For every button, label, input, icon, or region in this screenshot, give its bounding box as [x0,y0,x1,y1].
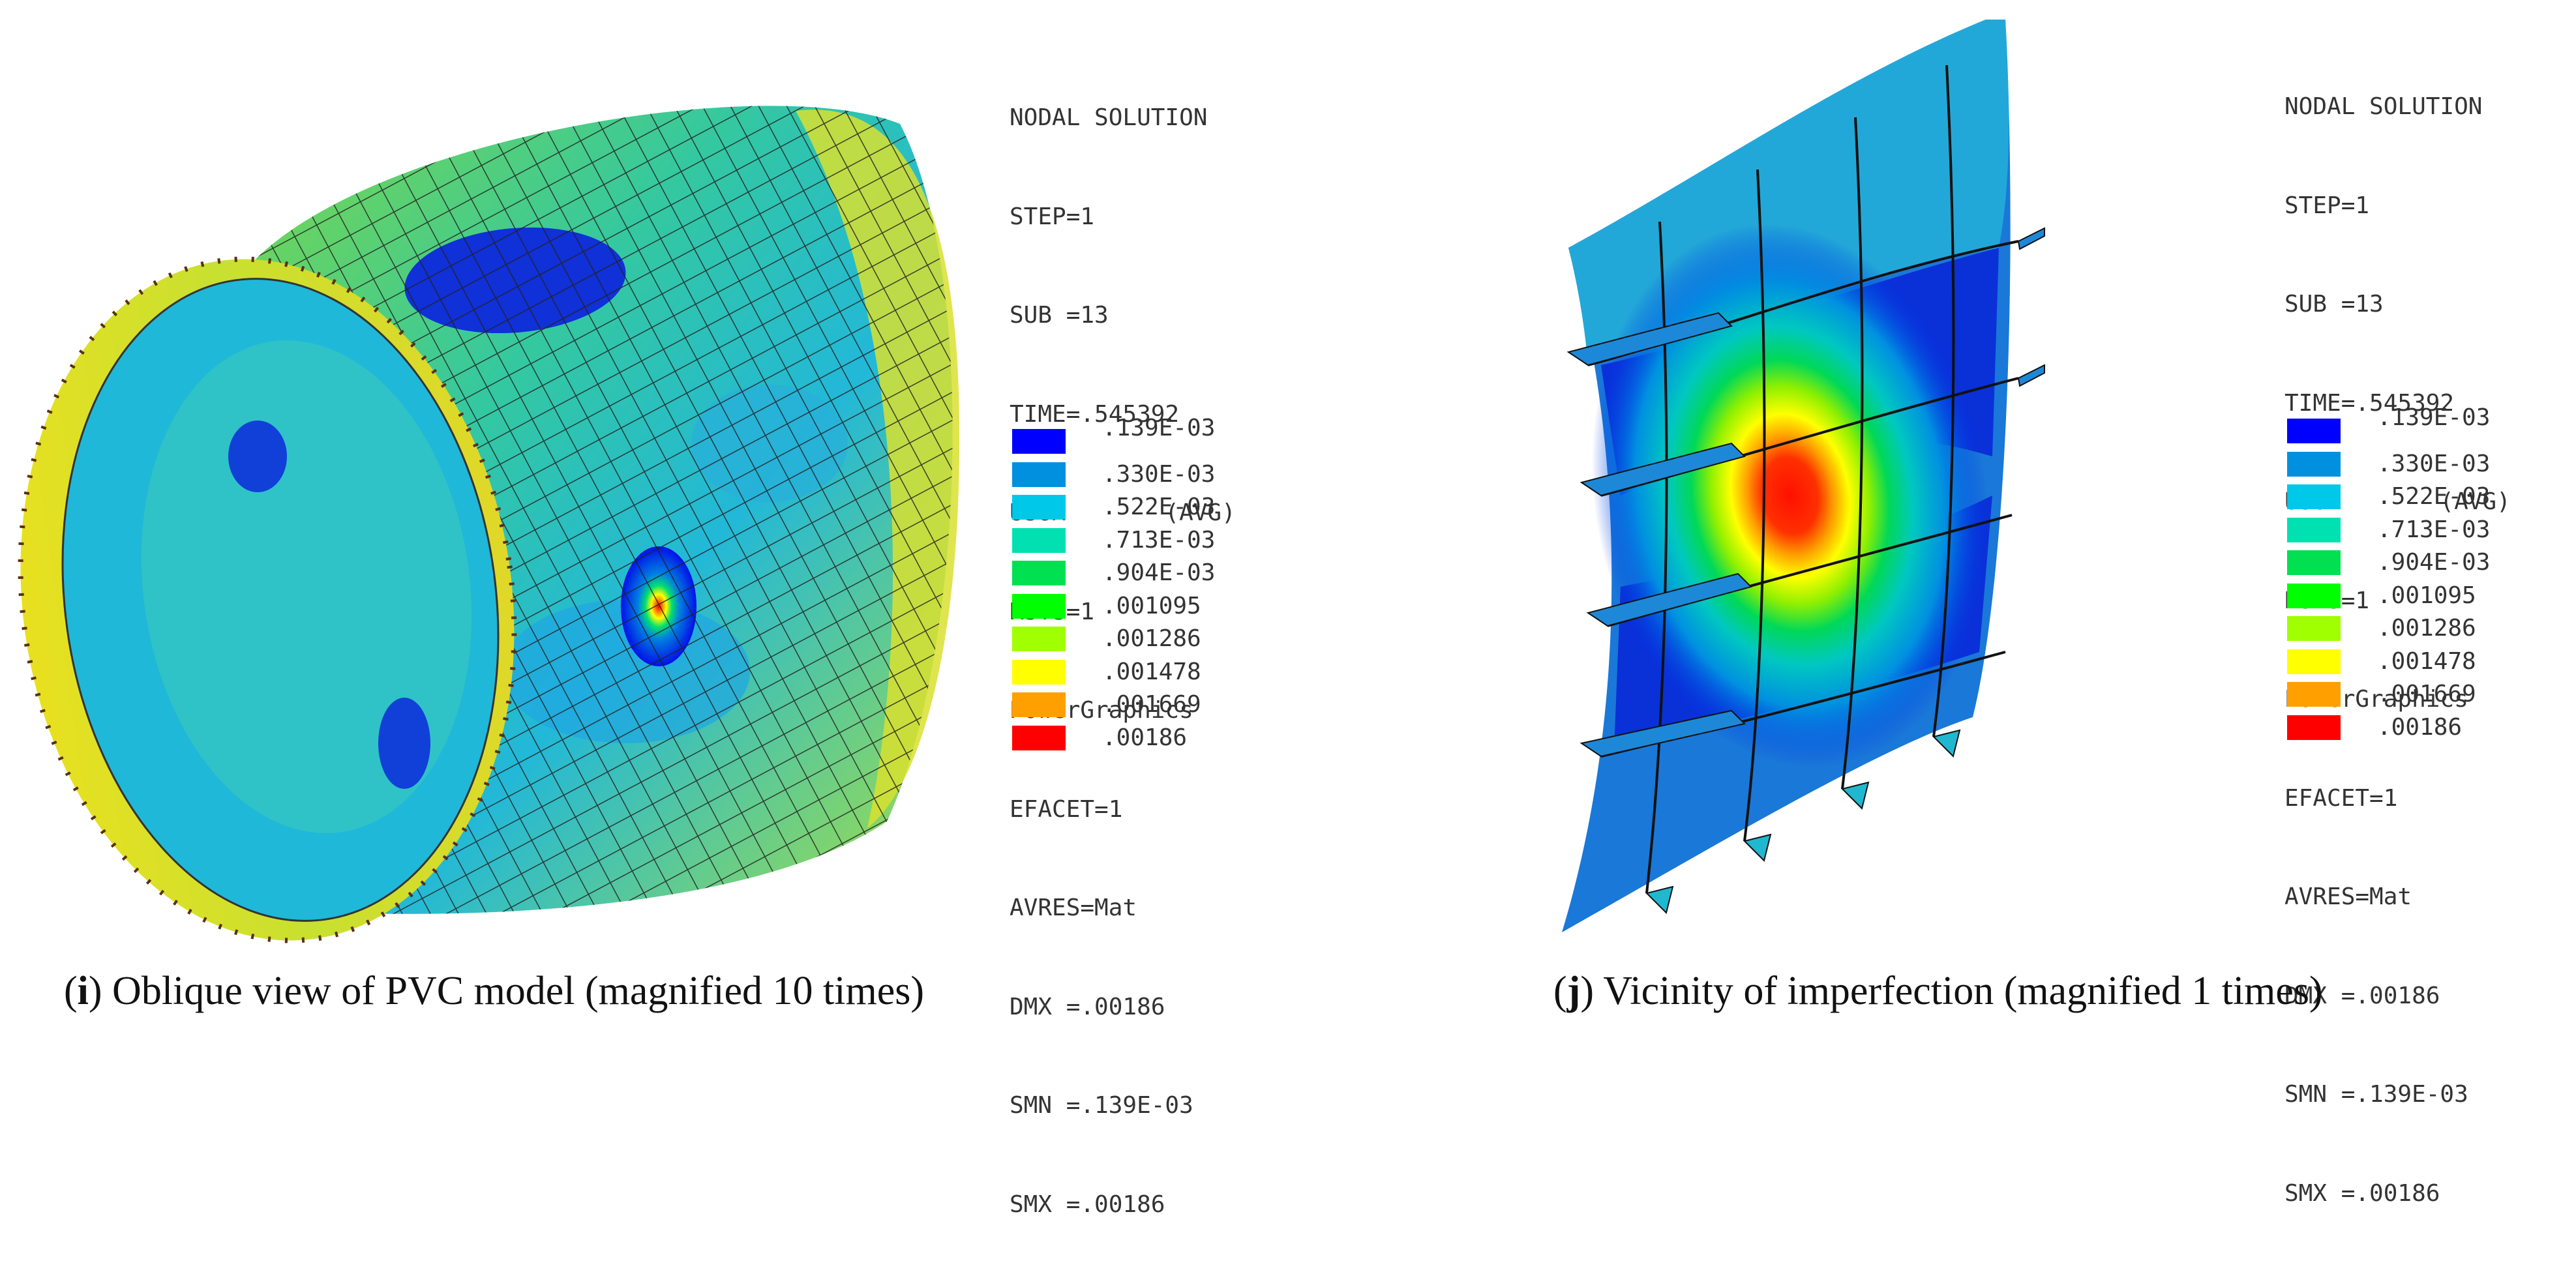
scale-swatch [2287,649,2341,674]
legend-line: SMN =.139E-03 [2284,1081,2468,1108]
scale-row: .139E-03 [1012,416,1273,462]
scale-row: .001095 [2287,582,2548,616]
scale-row: .001669 [2287,682,2548,715]
scale-label: .00186 [2377,713,2463,741]
scale-row: .330E-03 [2287,450,2548,484]
scale-swatch [2287,583,2341,608]
scale-label: .001669 [2377,681,2476,707]
legend-line: SMX =.00186 [2284,1179,2440,1207]
caption-left: (i) Oblique view of PVC model (magnified… [64,969,925,1013]
caption-text: Vicinity of imperfection (magnified 1 ti… [1593,969,2323,1013]
panel-contour-plot [1562,20,2045,932]
scale-swatch [1012,495,1066,520]
scale-label: .001478 [1102,658,1201,685]
scale-label: .330E-03 [2377,450,2491,477]
scale-row: .904E-03 [1012,561,1273,593]
legend-line: SMN =.139E-03 [1010,1092,1193,1119]
panel-vicinity-view: NODAL SOLUTION STEP=1 SUB =13 TIME=.5453… [1288,0,2576,1207]
scale-swatch [1012,725,1066,750]
scale-label: .522E-03 [2377,483,2491,510]
imperfection-hotspot [1591,224,1989,767]
legend-line: NODAL SOLUTION [1010,104,1208,131]
scale-row: .139E-03 [2287,406,2548,451]
scale-label: .001095 [2377,582,2476,609]
scale-row: .001669 [1012,692,1273,725]
scale-row: .522E-03 [2287,484,2548,517]
scale-label: .001669 [1102,691,1201,718]
legend-line: NODAL SOLUTION [2284,93,2483,120]
scale-label: .00186 [1102,724,1188,751]
scale-label: .522E-03 [1102,494,1216,520]
scale-swatch [1012,692,1066,717]
scale-row: .001095 [1012,592,1273,627]
scale-swatch [2287,715,2341,740]
scale-label: .330E-03 [1102,460,1216,488]
legend-line: EFACET=1 [1010,795,1123,823]
legend-line: AVRES=Mat [2284,883,2412,910]
caption-letter: i [77,969,89,1013]
scale-swatch [2287,616,2341,641]
legend-line: STEP=1 [1010,203,1095,230]
scale-label: .001095 [1102,592,1201,619]
scale-swatch [2287,550,2341,575]
legend-line: DMX =.00186 [1010,993,1165,1020]
scale-row: .522E-03 [1012,495,1273,527]
scale-row: .001286 [1012,627,1273,659]
legend-line: SUB =13 [2284,291,2384,318]
scale-row: .904E-03 [2287,550,2548,583]
scale-swatch [2287,419,2341,443]
legend-line: DMX =.00186 [2284,982,2440,1009]
scale-label: .904E-03 [1102,559,1216,586]
color-scale-left: .139E-03 .330E-03 .522E-03 .713E-03 .904E-03… [1012,416,1273,768]
scale-swatch [1012,659,1066,685]
scale-row: .00186 [2287,715,2548,748]
scale-swatch [1012,561,1066,585]
legend-line: SMX =.00186 [1010,1191,1165,1218]
scale-swatch [2287,451,2341,477]
scale-label: .139E-03 [2377,404,2491,431]
legend-line: TIME=.545392 [2284,389,2455,417]
scale-label: .001478 [2377,647,2476,675]
legend-line: SUB =13 [1010,302,1109,329]
scale-swatch [1012,429,1066,454]
caption-text: Oblique view of PVC model (magnified 10 … [102,969,925,1013]
scale-row: .001478 [2287,649,2548,682]
scale-label: .139E-03 [1102,415,1216,441]
scale-row: .00186 [1012,724,1273,758]
scale-label: .904E-03 [2377,549,2491,576]
scale-label: .001286 [2377,615,2476,642]
scale-swatch [1012,462,1066,487]
legend-line: EFACET=1 [2284,784,2398,812]
scale-row: .001478 [1012,658,1273,692]
scale-label: .713E-03 [2377,516,2491,543]
scale-label: .001286 [1102,625,1201,652]
caption-right: (j) Vicinity of imperfection (magnified … [1553,969,2323,1013]
scale-swatch [1012,527,1066,553]
scale-label: .713E-03 [1102,526,1216,554]
scale-swatch [2287,517,2341,542]
scale-row: .330E-03 [1012,462,1273,495]
legend-line: STEP=1 [2284,192,2370,219]
panel-oblique-view: NODAL SOLUTION STEP=1 SUB =13 TIME=.5453… [0,0,1288,1218]
legend-line: AVRES=Mat [1010,895,1137,921]
color-scale-right: .139E-03 .330E-03 .522E-03 .713E-03 .904E-03… [2287,406,2548,758]
scale-row: .713E-03 [1012,526,1273,561]
scale-swatch [1012,593,1066,619]
scale-swatch [2287,484,2341,509]
caption-letter: j [1566,969,1581,1013]
scale-swatch [1012,627,1066,651]
cylinder-contour-plot [18,106,960,943]
scale-row: .001286 [2287,616,2548,649]
scale-row: .713E-03 [2287,516,2548,550]
legend-line: TIME=.545392 [1010,400,1180,428]
scale-swatch [2287,682,2341,707]
